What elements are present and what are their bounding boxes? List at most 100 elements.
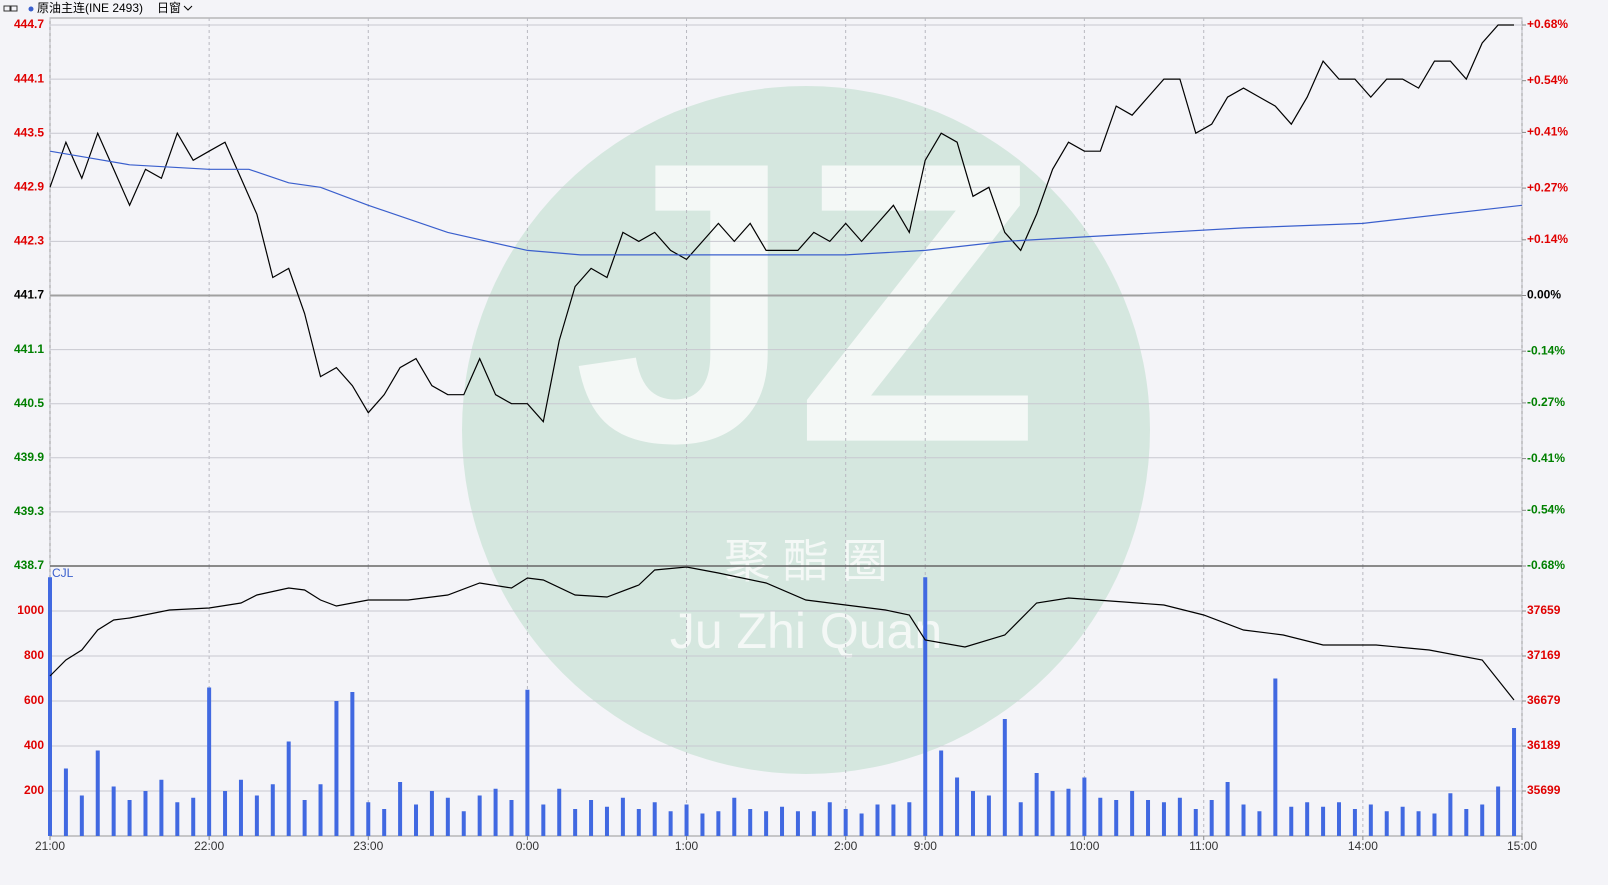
bar xyxy=(1480,804,1485,836)
bar xyxy=(334,701,339,836)
bar xyxy=(191,797,196,836)
bar xyxy=(509,800,514,836)
bar xyxy=(986,795,991,836)
y-tick-label: 600 xyxy=(24,693,44,707)
y-tick-label: 442.3 xyxy=(14,234,44,248)
bar xyxy=(1130,791,1135,836)
bar xyxy=(1114,800,1119,836)
bar xyxy=(79,795,84,836)
window-select[interactable]: 日窗 xyxy=(157,1,181,15)
x-tick-label: 1:00 xyxy=(675,839,699,853)
bar xyxy=(207,687,212,836)
link-icon[interactable] xyxy=(3,5,11,12)
line xyxy=(49,566,1515,701)
y2-tick-label: -0.68% xyxy=(1527,558,1565,572)
bar xyxy=(939,750,944,836)
bar xyxy=(1368,804,1373,836)
x-tick-label: 2:00 xyxy=(834,839,858,853)
bar xyxy=(843,809,848,836)
bar xyxy=(318,784,323,836)
bar xyxy=(620,797,625,836)
bar xyxy=(700,813,705,836)
bar xyxy=(429,791,434,836)
bar xyxy=(1002,719,1007,836)
y2-tick-label: -0.14% xyxy=(1527,343,1565,357)
bar xyxy=(1225,782,1230,836)
bar xyxy=(493,788,498,836)
watermark: JZ 聚 酯 圈 Ju Zhi Quan xyxy=(462,79,1150,774)
bar xyxy=(827,802,832,836)
x-tick-label: 22:00 xyxy=(194,839,224,853)
x-tick-label: 11:00 xyxy=(1189,839,1218,853)
y-tick-label: 439.3 xyxy=(14,504,44,518)
y-tick-label: 443.5 xyxy=(14,125,44,139)
y-tick-label: 444.7 xyxy=(14,17,44,31)
bar xyxy=(1082,777,1087,836)
header-bar xyxy=(0,0,1608,17)
bar xyxy=(907,802,912,836)
bar xyxy=(461,811,466,836)
y-tick-label: 439.9 xyxy=(14,450,44,464)
y-tick-label: 800 xyxy=(24,648,44,662)
bar xyxy=(970,791,975,836)
bar xyxy=(366,802,371,836)
bar xyxy=(111,786,116,836)
bar xyxy=(254,795,259,836)
watermark-cn: 聚 酯 圈 xyxy=(724,535,888,587)
y-tick-label: 442.9 xyxy=(14,179,44,193)
bar xyxy=(652,802,657,836)
y2-tick-label: -0.41% xyxy=(1527,451,1565,465)
bar xyxy=(1098,797,1103,836)
x-tick-label: 14:00 xyxy=(1348,839,1378,853)
x-tick-label: 23:00 xyxy=(353,839,383,853)
y-tick-label: 440.5 xyxy=(14,396,44,410)
bar xyxy=(1416,811,1421,836)
bar xyxy=(748,809,753,836)
bar xyxy=(1209,800,1214,836)
y-tick-label: 441.1 xyxy=(14,342,44,356)
symbol-dot xyxy=(28,6,34,12)
bar xyxy=(1241,804,1246,836)
bar xyxy=(1273,678,1278,836)
y2-tick-label: -0.27% xyxy=(1527,395,1565,409)
dropdown-arrow[interactable] xyxy=(183,5,193,11)
symbol[interactable]: 原油主连(INE 2493) xyxy=(37,0,143,15)
bar xyxy=(668,811,673,836)
bar xyxy=(1018,802,1023,836)
y2-tick-label: +0.54% xyxy=(1527,73,1568,87)
line xyxy=(49,24,1514,424)
bar xyxy=(541,804,546,836)
bar xyxy=(95,750,100,836)
y-tick-label: 400 xyxy=(24,738,44,752)
y2-tick-label: 0.00% xyxy=(1527,288,1561,302)
line xyxy=(49,150,1523,256)
bar xyxy=(1512,728,1517,836)
link-icon[interactable] xyxy=(10,5,18,12)
y2-tick-label: +0.68% xyxy=(1527,17,1568,31)
bar xyxy=(127,800,132,836)
x-tick-label: 15:00 xyxy=(1507,839,1537,853)
bar xyxy=(48,577,52,836)
y-tick-label: 200 xyxy=(24,783,44,797)
bar xyxy=(1289,806,1294,836)
bar xyxy=(1496,786,1501,836)
bar xyxy=(1066,788,1071,836)
bar xyxy=(716,811,721,836)
y-tick-label: 1000 xyxy=(17,603,44,617)
y2-tick-label: -0.54% xyxy=(1527,502,1565,516)
y2-tick-label: 37169 xyxy=(1527,648,1561,662)
bar xyxy=(1432,813,1437,836)
bar xyxy=(1305,802,1310,836)
bar xyxy=(1050,791,1055,836)
bar xyxy=(175,802,180,836)
bar xyxy=(780,806,785,836)
bar xyxy=(1193,809,1198,836)
bar xyxy=(1400,806,1405,836)
y2-tick-label: 35699 xyxy=(1527,783,1561,797)
bar xyxy=(1448,793,1453,836)
watermark-circle xyxy=(462,86,1150,774)
bar xyxy=(1257,811,1262,836)
y-tick-label: 441.7 xyxy=(14,288,44,302)
bar xyxy=(1161,802,1166,836)
